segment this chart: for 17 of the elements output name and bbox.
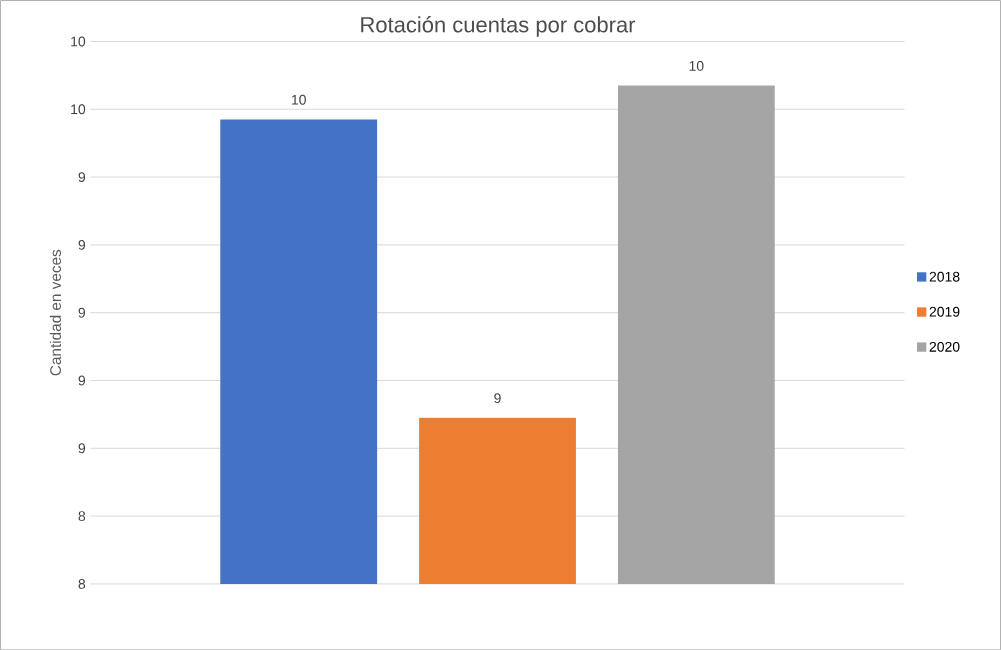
y-tick-label: 9 xyxy=(78,375,86,386)
y-axis-title: Cantidad en veces xyxy=(49,249,62,376)
data-label: 10 xyxy=(689,60,704,71)
y-tick-label: 10 xyxy=(71,104,86,115)
y-tick-label: 9 xyxy=(78,171,86,182)
legend-label: 2020 xyxy=(929,341,960,352)
data-label: 10 xyxy=(292,94,306,105)
y-tick-label: 9 xyxy=(78,239,86,250)
legend-label: 2018 xyxy=(929,271,960,282)
data-label: 9 xyxy=(494,393,501,403)
y-tick-label: 9 xyxy=(78,307,86,318)
y-tick-label: 8 xyxy=(78,510,86,521)
chart-title: Rotación cuentas por cobrar xyxy=(361,15,636,37)
y-tick-label: 8 xyxy=(78,578,86,589)
y-tick-label: 10 xyxy=(71,36,86,47)
y-tick-label: 9 xyxy=(78,443,86,454)
legend-label: 2019 xyxy=(929,306,960,317)
